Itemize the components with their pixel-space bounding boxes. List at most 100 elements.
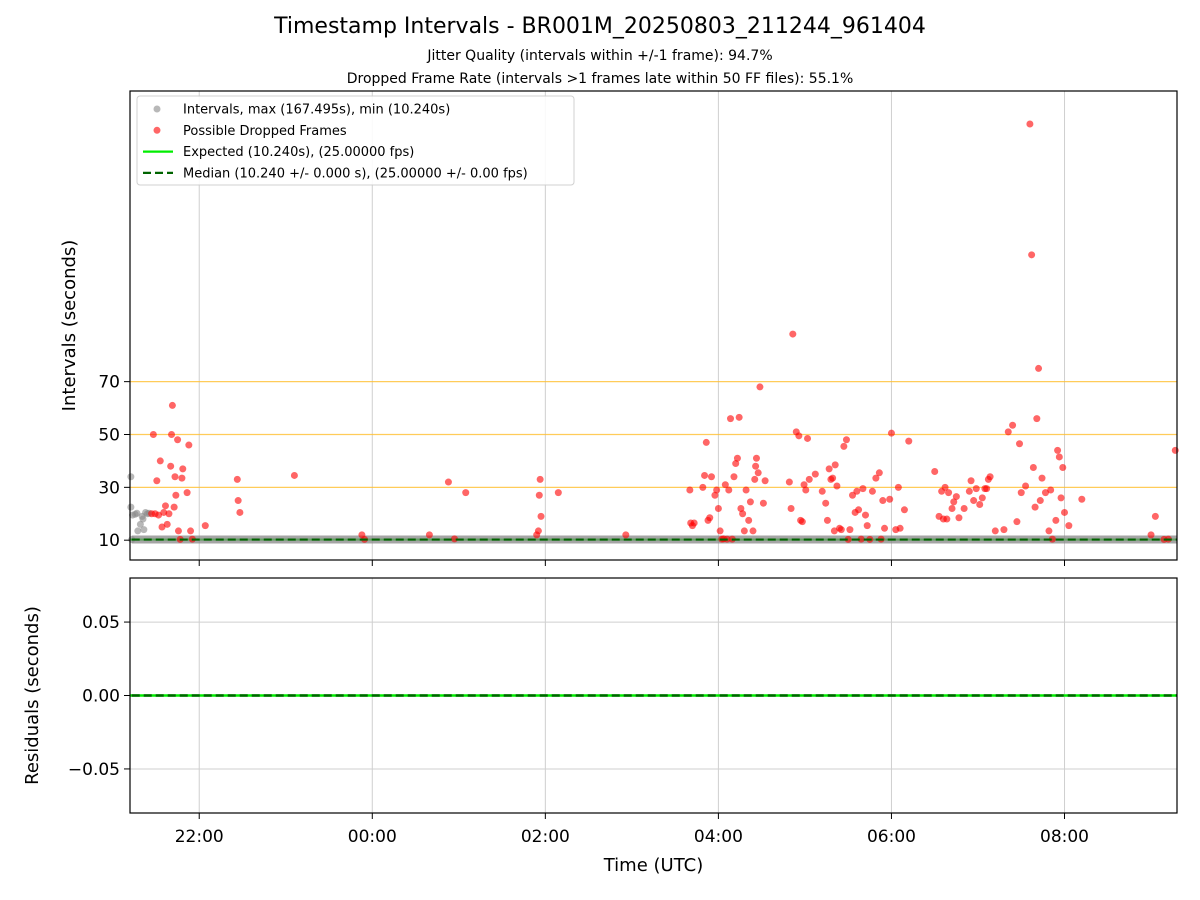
dropped-frame-point: [1035, 364, 1043, 372]
dropped-frame-point: [156, 457, 164, 465]
dropped-frame-point: [1045, 527, 1053, 535]
top-axes-frame: [129, 90, 1178, 561]
dropped-frame-point: [795, 432, 803, 440]
dropped-frame-point: [823, 516, 831, 524]
dropped-frame-point: [785, 478, 793, 486]
dropped-frame-point: [727, 415, 735, 423]
interval-point: [133, 509, 141, 517]
dropped-frame-point: [811, 470, 819, 478]
dropped-frame-point: [830, 527, 838, 535]
dropped-frame-point: [737, 504, 745, 512]
dropped-frame-point: [1028, 251, 1036, 259]
dropped-frame-point: [970, 497, 978, 505]
dropped-frame-point: [859, 485, 867, 493]
dropped-frame-point: [861, 511, 869, 519]
dropped-frame-point: [1029, 464, 1037, 472]
dropped-frame-point: [1059, 464, 1067, 472]
dropped-frame-point: [749, 527, 757, 535]
dropped-frame-point: [965, 487, 973, 495]
dropped-frame-point: [805, 475, 813, 483]
dropped-frame-point: [1033, 415, 1041, 423]
dropped-frame-point: [1057, 494, 1065, 502]
dropped-frame-point: [802, 486, 810, 494]
dropped-frame-rate-subtitle: Dropped Frame Rate (intervals >1 frames …: [346, 71, 854, 87]
dropped-frame-point: [745, 516, 753, 524]
dropped-frame-point: [290, 471, 298, 479]
dropped-frame-point: [853, 487, 861, 495]
dropped-frame-point: [183, 489, 191, 497]
dropped-frame-point: [746, 498, 754, 506]
dropped-frame-point: [842, 436, 850, 444]
legend-marker: [153, 126, 161, 134]
dropped-frame-point: [955, 514, 963, 522]
x-tick-label: 06:00: [867, 827, 916, 847]
top-y-tick-label: 30: [98, 478, 120, 498]
dropped-frame-point: [978, 494, 986, 502]
dropped-frame-point: [713, 486, 721, 494]
dropped-frame-point: [1048, 535, 1056, 543]
dropped-frame-point: [752, 462, 760, 470]
dropped-frame-point: [1026, 120, 1034, 128]
dropped-frame-point: [825, 465, 833, 473]
jitter-quality-subtitle: Jitter Quality (intervals within +/-1 fr…: [427, 48, 773, 64]
dropped-frame-point: [158, 523, 166, 531]
dropped-frame-point: [234, 497, 242, 505]
dropped-frame-point: [1036, 497, 1044, 505]
dropped-frame-point: [185, 441, 193, 449]
dropped-frame-point: [894, 483, 902, 491]
top-y-tick-label: 10: [98, 531, 120, 551]
dropped-frame-point: [1017, 489, 1025, 497]
dropped-frame-point: [872, 474, 880, 482]
dropped-frame-point: [732, 460, 740, 468]
dropped-frame-point: [149, 430, 157, 438]
dropped-frame-point: [1171, 446, 1179, 454]
interval-point: [136, 520, 144, 528]
bottom-y-tick-label: 0.05: [82, 613, 120, 633]
x-tick-label: 04:00: [694, 827, 743, 847]
dropped-frame-point: [168, 401, 176, 409]
dropped-frame-point: [425, 531, 433, 539]
dropped-frame-point: [976, 501, 984, 509]
dropped-frame-point: [886, 495, 894, 503]
dropped-frame-point: [887, 429, 895, 437]
bottom-y-axis-label: Residuals (seconds): [22, 606, 43, 785]
dropped-frame-point: [155, 511, 163, 519]
dropped-frame-point: [168, 430, 176, 438]
dropped-frame-point: [756, 383, 764, 391]
interval-point: [139, 515, 147, 523]
dropped-frame-point: [187, 527, 195, 535]
x-tick-label: 22:00: [175, 827, 224, 847]
dropped-frame-point: [868, 487, 876, 495]
dropped-frame-point: [952, 493, 960, 501]
dropped-frame-point: [711, 491, 719, 499]
dropped-frame-point: [986, 473, 994, 481]
x-tick-label: 02:00: [521, 827, 570, 847]
dropped-frame-point: [789, 330, 797, 338]
dropped-frame-point: [948, 504, 956, 512]
dropped-frame-point: [967, 477, 975, 485]
dropped-frame-point: [735, 413, 743, 421]
dropped-frame-point: [960, 504, 968, 512]
dropped-frame-point: [733, 454, 741, 462]
interval-point: [134, 527, 142, 535]
x-axis-label: Time (UTC): [603, 855, 704, 876]
dropped-frame-point: [752, 454, 760, 462]
legend-box: [136, 95, 575, 186]
dropped-frame-point: [174, 436, 182, 444]
dropped-frame-point: [740, 527, 748, 535]
dropped-frame-point: [754, 469, 762, 477]
dropped-frame-point: [444, 478, 452, 486]
dropped-frame-point: [945, 489, 953, 497]
dropped-frame-point: [706, 514, 714, 522]
dropped-frame-point: [739, 510, 747, 518]
dropped-frame-point: [991, 527, 999, 535]
dropped-frame-point: [837, 526, 845, 534]
dropped-frame-point: [178, 474, 186, 482]
dropped-frame-point: [1031, 503, 1039, 511]
dropped-frame-point: [881, 524, 889, 532]
dropped-frame-point: [725, 486, 733, 494]
bottom-y-tick-label: −0.05: [68, 760, 120, 780]
dropped-frame-point: [1013, 518, 1021, 526]
dropped-frame-point: [1022, 482, 1030, 490]
dropped-frame-point: [742, 486, 750, 494]
